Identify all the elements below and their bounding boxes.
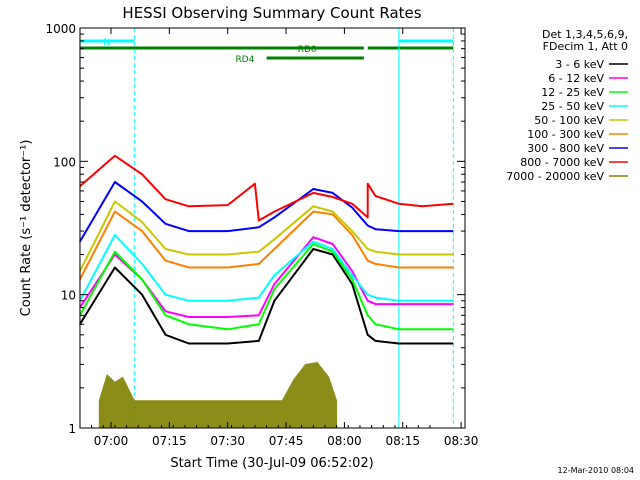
x-tick-label-1: 07:15 <box>152 434 187 448</box>
plot-frame <box>79 27 466 429</box>
series-3-6-kev <box>79 248 454 345</box>
series-50-100-kev <box>79 200 454 272</box>
y-tick-label-2: 100 <box>53 155 76 169</box>
x-tick-label-3: 07:45 <box>269 434 304 448</box>
legend-header-0: Det 1,3,4,5,6,9, <box>542 28 628 41</box>
legend-header-1: FDecim 1, Att 0 <box>543 40 628 53</box>
status-bars: N RD0 RD4 <box>79 38 454 65</box>
legend-label-25-50-kev: 25 - 50 keV <box>541 100 604 113</box>
legend-label-100-300-kev: 100 - 300 keV <box>527 128 604 141</box>
legend-label-800-7000-kev: 800 - 7000 keV <box>520 156 604 169</box>
x-tick-label-5: 08:15 <box>385 434 420 448</box>
series-800-7000-kev <box>79 154 454 222</box>
series-25-50-kev <box>79 234 454 302</box>
legend-label-300-800-kev: 300 - 800 keV <box>527 142 604 155</box>
y-tick-label-0: 1 <box>68 422 76 436</box>
series-7000-20000-kev <box>98 361 338 429</box>
legend-label-12-25-kev: 12 - 25 keV <box>541 86 604 99</box>
series-6-12-kev <box>79 236 454 318</box>
legend: Det 1,3,4,5,6,9,FDecim 1, Att 0 3 - 6 keV… <box>506 28 628 183</box>
x-tick-label-4: 08:00 <box>327 434 362 448</box>
series-100-300-kev <box>79 210 454 280</box>
y-tick-label-3: 1000 <box>45 22 76 36</box>
series-12-25-kev <box>79 243 454 331</box>
status-label-rd4: RD4 <box>235 55 254 65</box>
x-tick-label-0: 07:00 <box>94 434 129 448</box>
status-label-rd0: RD0 <box>298 45 317 55</box>
axes: 07:00 07:15 07:30 07:45 08:00 08:15 08:30 1 10 10… <box>45 22 478 448</box>
legend-label-6-12-kev: 6 - 12 keV <box>548 72 604 85</box>
status-label-n: N <box>103 38 110 48</box>
legend-label-50-100-kev: 50 - 100 keV <box>534 114 604 127</box>
y-tick-label-1: 10 <box>61 289 76 303</box>
legend-label-7000-20000-kev: 7000 - 20000 keV <box>506 170 604 183</box>
data-series <box>79 154 454 429</box>
date-stamp: 12-Mar-2010 08:04 <box>558 466 635 475</box>
y-axis-label: Count Rate (s⁻¹ detector⁻¹) <box>19 140 34 317</box>
legend-label-3-6-kev: 3 - 6 keV <box>555 58 604 71</box>
chart-title: HESSI Observing Summary Count Rates <box>122 4 421 22</box>
x-tick-label-6: 08:30 <box>444 434 479 448</box>
x-axis-label: Start Time (30-Jul-09 06:52:02) <box>170 456 373 471</box>
x-tick-label-2: 07:30 <box>210 434 245 448</box>
